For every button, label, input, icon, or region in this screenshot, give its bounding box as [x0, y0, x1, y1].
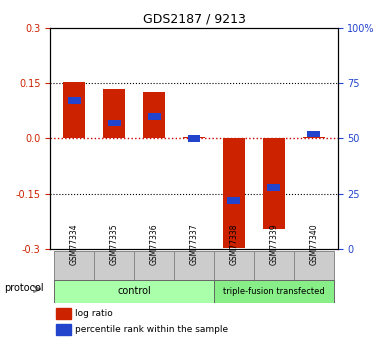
Bar — [56, 308, 71, 318]
Bar — [188, 135, 200, 142]
FancyBboxPatch shape — [294, 251, 334, 280]
FancyBboxPatch shape — [94, 251, 134, 280]
Bar — [63, 82, 85, 138]
FancyBboxPatch shape — [254, 251, 294, 280]
Text: log ratio: log ratio — [75, 309, 113, 318]
Bar — [108, 120, 121, 126]
FancyBboxPatch shape — [174, 251, 214, 280]
Bar — [303, 137, 325, 138]
Bar — [183, 137, 205, 138]
Bar — [263, 138, 285, 229]
Bar — [103, 89, 125, 138]
Text: percentile rank within the sample: percentile rank within the sample — [75, 325, 228, 334]
Text: GSM77340: GSM77340 — [309, 223, 318, 265]
Text: protocol: protocol — [4, 283, 43, 293]
Bar — [143, 92, 165, 138]
Text: triple-fusion transfected: triple-fusion transfected — [223, 287, 325, 296]
FancyBboxPatch shape — [54, 280, 214, 303]
FancyBboxPatch shape — [54, 251, 94, 280]
Text: GSM77336: GSM77336 — [150, 223, 159, 265]
Bar — [227, 197, 240, 204]
Text: GSM77335: GSM77335 — [110, 223, 119, 265]
Bar — [307, 131, 320, 137]
Text: GSM77338: GSM77338 — [229, 223, 238, 265]
FancyBboxPatch shape — [214, 280, 334, 303]
FancyBboxPatch shape — [134, 251, 174, 280]
Bar — [148, 113, 161, 120]
Bar — [68, 97, 81, 104]
Text: GSM77337: GSM77337 — [189, 223, 199, 265]
Text: GSM77334: GSM77334 — [70, 223, 79, 265]
FancyBboxPatch shape — [214, 251, 254, 280]
Bar — [56, 324, 71, 335]
Bar — [223, 138, 245, 247]
Text: control: control — [117, 286, 151, 296]
Title: GDS2187 / 9213: GDS2187 / 9213 — [142, 12, 246, 25]
Text: GSM77339: GSM77339 — [269, 223, 278, 265]
Bar — [267, 184, 280, 190]
